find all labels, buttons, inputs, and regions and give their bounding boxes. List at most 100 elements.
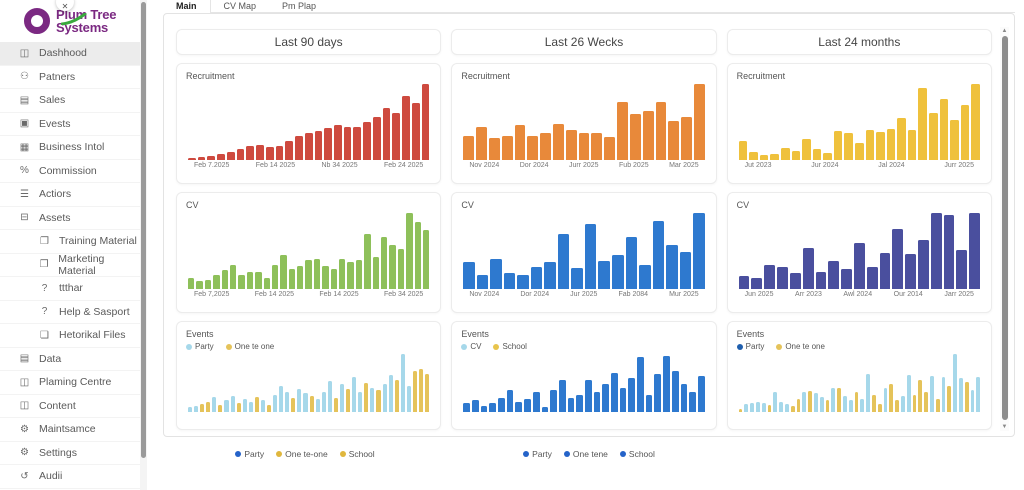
dashboard-icon: ◫	[19, 47, 30, 59]
scroll-down-icon[interactable]: ▼	[1001, 424, 1008, 430]
sidebar-item-actiors[interactable]: ☰ Actiors	[0, 183, 140, 207]
bar	[584, 380, 592, 412]
bar	[204, 279, 212, 289]
sidebar-item-commission[interactable]: % Commission	[0, 159, 140, 183]
bar	[970, 389, 975, 412]
sidebar-item-label: Patners	[39, 70, 76, 83]
sidebar-item-business-intol[interactable]: ▦ Business Intol	[0, 136, 140, 160]
bar	[652, 221, 665, 289]
bar	[918, 87, 928, 160]
scroll-up-icon[interactable]: ▲	[1001, 28, 1008, 34]
bar	[892, 228, 904, 289]
bar	[796, 399, 801, 412]
bar	[808, 391, 813, 412]
sidebar-item-settings[interactable]: ⚙ Settings	[0, 441, 140, 465]
chart-title: Events	[461, 329, 489, 339]
bar	[918, 240, 929, 289]
tab-cv-map[interactable]: CV Map	[223, 1, 257, 11]
bar	[267, 405, 272, 412]
bar	[668, 121, 680, 160]
chart-title: Recruitment	[461, 71, 510, 81]
bar	[389, 244, 396, 289]
bar	[802, 247, 814, 289]
bar	[246, 146, 255, 160]
dashboard-panel: Last 90 days Recruitment Feb 7.2025 Feb 1…	[163, 13, 1015, 437]
sidebar-item-maintsamce[interactable]: ⚙ Maintsamce	[0, 418, 140, 442]
sidebar-item-sales[interactable]: ▤ Sales	[0, 89, 140, 113]
bar	[352, 377, 357, 412]
sidebar-item-plaming-centre[interactable]: ◫ Plaming Centre	[0, 371, 140, 395]
data-icon: ▤	[19, 353, 30, 365]
x-tick-label: Fub 2025	[619, 162, 649, 169]
sidebar-item-label: Marketing Material	[58, 252, 105, 277]
panel-scrollbar-thumb[interactable]	[1001, 36, 1008, 420]
legend-label: Party	[532, 449, 552, 459]
legend-dot-icon	[736, 343, 743, 350]
sidebar-item-content[interactable]: ◫ Content	[0, 394, 140, 418]
sidebar-item-training-material[interactable]: ❐ Training Material	[0, 230, 140, 254]
bar	[939, 99, 949, 160]
bar	[322, 266, 329, 289]
actions-icon: ☰	[20, 188, 29, 200]
sidebar-item-dashhood[interactable]: ◫ Dashhood	[0, 42, 140, 66]
bar	[246, 272, 254, 289]
bar	[334, 125, 342, 160]
bar	[576, 394, 583, 412]
sidebar-scrollbar[interactable]	[140, 0, 147, 490]
sidebar-item-data[interactable]: ▤ Data	[0, 347, 140, 371]
bar	[229, 264, 237, 289]
sidebar-item-marketing-material[interactable]: ❐ Marketing Material	[0, 252, 140, 277]
bar	[854, 392, 859, 412]
bar	[865, 130, 875, 160]
x-axis-ticks: Feb 7,2025 Feb 14 2025 Feb 14 2025 Feb 34 2…	[186, 289, 431, 298]
bar	[825, 400, 830, 412]
bar-chart	[737, 354, 982, 412]
chart-events-90d: Events Party One te one	[176, 321, 442, 430]
bar	[541, 407, 549, 412]
sidebar-item-patners[interactable]: ⚇ Patners	[0, 65, 140, 89]
x-tick-label: Jarr 2025	[944, 291, 974, 298]
bar	[785, 403, 789, 412]
bar-chart	[461, 213, 706, 289]
sidebar-item-help-sasport[interactable]: ? Help & Sasport	[0, 300, 140, 324]
bar	[530, 266, 543, 289]
sidebar-item-ttthar[interactable]: ? ttthar	[0, 277, 140, 301]
bar	[343, 126, 352, 160]
collapse-sidebar-button[interactable]: ✕	[56, 0, 74, 11]
legend-item-school: School	[493, 342, 527, 351]
bar	[248, 401, 253, 412]
bar	[889, 384, 894, 412]
legend-dot-icon	[619, 451, 626, 457]
tab-main[interactable]: Main	[176, 1, 197, 11]
tab-pm-plap[interactable]: Pm Plap	[282, 1, 317, 11]
bar	[943, 215, 955, 289]
bar	[297, 388, 302, 412]
column-header: Last 24 months	[726, 29, 992, 55]
bar	[194, 406, 199, 412]
bar	[218, 405, 223, 412]
bar	[819, 396, 824, 412]
sidebar-item-label: Data	[39, 352, 62, 365]
bar	[764, 265, 776, 289]
bar	[905, 254, 917, 289]
chart-cv-90d: CV Feb 7,2025 Feb 14 2025 Feb 14 2025 Feb 3…	[176, 192, 442, 313]
legend-item-one-te-one: One te one	[776, 342, 825, 351]
bar	[288, 269, 296, 289]
bar	[679, 251, 692, 289]
x-tick-label: Feb 34 2025	[383, 291, 424, 298]
bar	[476, 274, 489, 289]
sidebar-item-assets[interactable]: ⊟ Assets	[0, 206, 140, 230]
events-icon: ▣	[19, 118, 30, 130]
bar-chart	[461, 354, 706, 412]
bar	[591, 132, 603, 160]
sidebar-item-hetorikal-files[interactable]: ❏ Hetorikal Files	[0, 324, 140, 348]
legend-item-school: School	[339, 449, 375, 459]
bar	[321, 391, 326, 412]
bar	[871, 394, 876, 412]
panel-scrollbar[interactable]: ▲ ▼	[1000, 27, 1009, 431]
x-tick-label: Arr 2023	[795, 291, 822, 298]
sidebar-item-audii[interactable]: ↺ Audii	[0, 465, 140, 489]
sidebar-item-evests[interactable]: ▣ Evests	[0, 112, 140, 136]
bar	[224, 400, 229, 412]
sidebar-scrollbar-thumb[interactable]	[141, 2, 146, 458]
